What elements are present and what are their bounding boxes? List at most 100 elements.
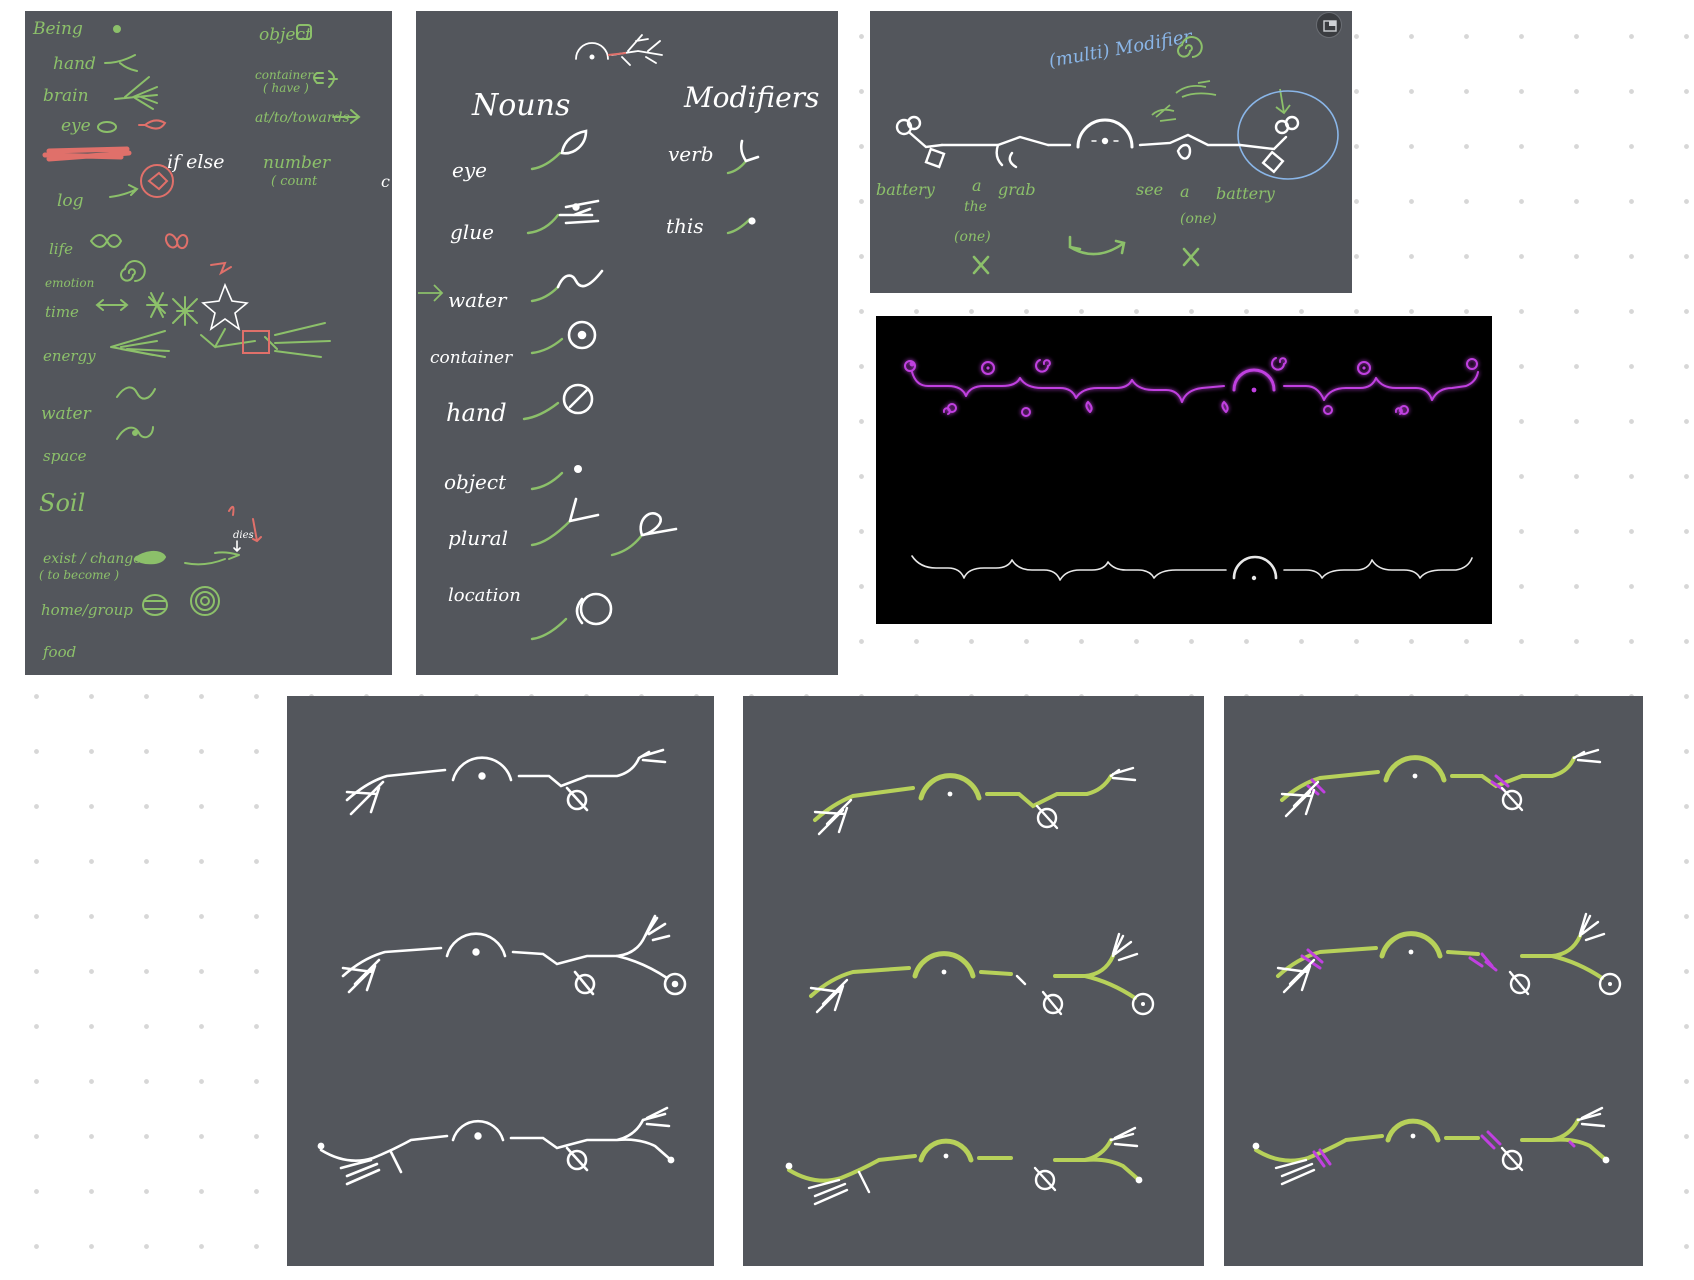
battery-stem-right	[1238, 135, 1288, 151]
being-dot-icon	[113, 25, 121, 33]
label-being: Being	[32, 19, 83, 39]
label-time: time	[45, 303, 79, 321]
label-log: log	[57, 191, 84, 211]
open-window-button[interactable]	[1316, 12, 1342, 38]
log-circle-icon	[140, 164, 174, 198]
white-sentences-sketch	[317, 748, 687, 1186]
battery-square-right-icon	[1261, 150, 1285, 174]
green-sentences-panel	[743, 696, 1204, 1266]
energy-glyph-icon	[110, 330, 170, 358]
word-a-2: a	[1180, 182, 1190, 201]
modifiers-title: Modifiers	[683, 81, 819, 114]
header-branch-icon	[611, 34, 663, 66]
glue-noun-icon	[558, 199, 600, 225]
noun-glue-label: glue	[450, 220, 494, 244]
sentence-3	[317, 1106, 675, 1186]
vocabulary-sketch: Being hand brain eye log life emotion ti…	[32, 19, 390, 661]
label-hand: hand	[53, 54, 96, 74]
white-star-icon	[201, 282, 249, 331]
open-window-icon	[1323, 20, 1337, 32]
modifier-verb-label: verb	[668, 142, 714, 166]
time-burst-icon	[172, 296, 198, 326]
label-eye: eye	[61, 116, 91, 136]
object-stem	[530, 471, 564, 491]
sentence-3-marked	[1252, 1106, 1610, 1186]
see-eye-glyph-icon	[1176, 143, 1192, 160]
label-home-group: home/group	[41, 601, 133, 619]
word-battery-1: battery	[876, 180, 936, 199]
label-exist-change: exist / change	[43, 551, 142, 567]
time-star-icon	[146, 292, 168, 318]
plural-noun-icon	[568, 497, 600, 523]
eye-red-icon	[138, 119, 167, 130]
sentence-left-branch	[940, 135, 1050, 147]
sentence-1-marked	[1280, 748, 1602, 818]
nouns-modifiers-panel: Nouns Modifiers eye glue water container…	[416, 11, 838, 675]
dies-arrow-icon	[233, 540, 241, 553]
group-rings-icon	[190, 586, 220, 616]
brain-glyph-icon	[114, 76, 158, 110]
modifier-branch-icon	[1175, 80, 1217, 98]
noun-water-label: water	[448, 288, 508, 312]
label-object: object	[259, 25, 312, 45]
swap-arrows-icon	[1068, 235, 1126, 256]
cross-mark-left-icon	[972, 255, 990, 275]
hand-glyph-icon	[104, 54, 138, 72]
label-energy: energy	[43, 347, 96, 365]
battery-stem-left	[908, 131, 944, 149]
word-grab: grab	[998, 180, 1036, 199]
label-dies: dies	[233, 530, 254, 541]
label-brain: brain	[43, 86, 89, 106]
sentence-sketch: (multi) Modifier battery a t	[876, 26, 1339, 275]
noun-object-label: object	[444, 470, 507, 494]
container-noun-icon	[567, 320, 597, 350]
purple-sentence	[904, 357, 1479, 417]
label-to-become: ( to become )	[39, 568, 119, 582]
label-space: space	[43, 447, 87, 465]
location-stem	[530, 617, 568, 641]
word-battery-2: battery	[1216, 184, 1276, 203]
emotion-spiral-icon	[120, 260, 146, 282]
side-arrow-icon	[418, 284, 444, 302]
green-sentences-sketch	[785, 766, 1155, 1206]
modifier-sprout-icon	[1151, 104, 1177, 122]
center-dome-icon	[1076, 118, 1134, 149]
label-water: water	[41, 404, 92, 424]
location-noun-icon	[579, 592, 613, 626]
noun-container-label: container	[430, 348, 513, 368]
word-one-1: (one)	[954, 229, 991, 245]
glow-render-sketch	[904, 357, 1479, 581]
home-glyph-icon	[142, 594, 168, 616]
sentence-2-marked	[1276, 912, 1622, 996]
noun-eye-label: eye	[452, 158, 487, 182]
if-else-strike-icon	[42, 146, 132, 162]
label-soil: Soil	[39, 489, 85, 517]
eye-glyph-icon	[97, 121, 117, 133]
dies-red-arrow-icon	[252, 518, 262, 543]
space-glyph-icon	[116, 426, 154, 440]
sentence-1	[345, 748, 667, 816]
label-cut-off: c	[381, 172, 390, 191]
plural-stem	[530, 519, 572, 547]
modifier-spiral-icon	[1177, 36, 1203, 58]
multi-modifier-annotation: (multi) Modifier	[1047, 26, 1195, 72]
object-noun-icon	[574, 465, 582, 473]
log-arrow-icon	[109, 184, 139, 198]
life-infinity-icon	[90, 234, 123, 248]
time-arrow-icon	[95, 299, 129, 311]
noun-hand-label: hand	[446, 399, 507, 427]
battery-square-left-icon	[924, 147, 946, 169]
sentence-right-branch	[1138, 133, 1242, 147]
label-if-else: if else	[167, 151, 224, 173]
grab-glyph-icon	[995, 143, 1018, 169]
battery-highlight-circle	[1237, 90, 1339, 180]
energy-red-box-icon	[242, 330, 270, 354]
label-at-to-towards: at/to/towards	[255, 110, 350, 126]
sentence-3-green	[785, 1126, 1143, 1206]
container-glyph-icon	[313, 70, 338, 88]
energy-glyph-large-icon	[200, 322, 331, 358]
word-one-2: (one)	[1180, 211, 1217, 227]
this-stem	[726, 217, 752, 235]
emotion-red-icon	[210, 261, 232, 276]
vocabulary-panel: Being hand brain eye log life emotion ti…	[25, 11, 392, 675]
